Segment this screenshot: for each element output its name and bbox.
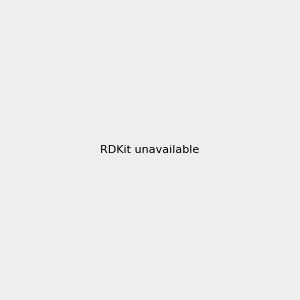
Text: RDKit unavailable: RDKit unavailable <box>100 145 200 155</box>
